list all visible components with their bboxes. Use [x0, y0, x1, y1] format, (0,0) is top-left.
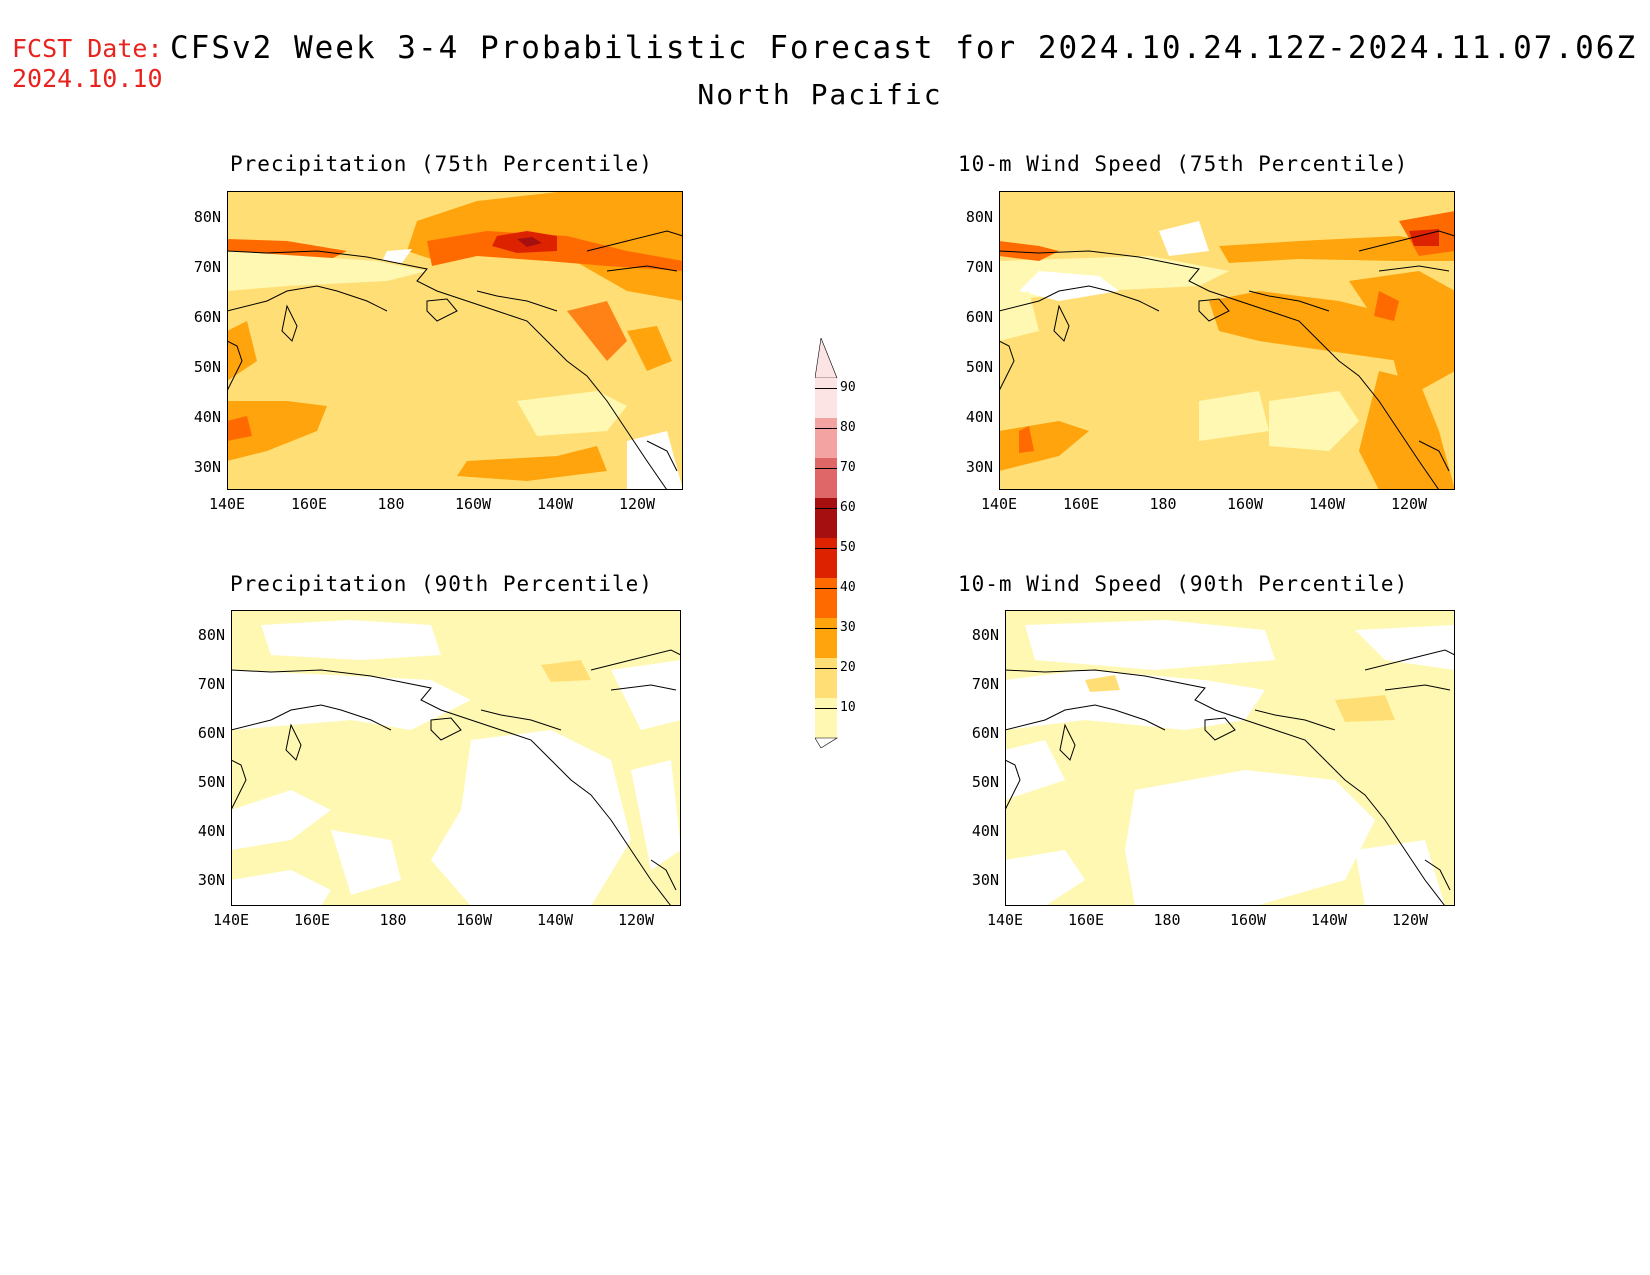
panel-title-wind-75: 10-m Wind Speed (75th Percentile): [958, 152, 1409, 176]
lon-tick-label: 120W: [618, 495, 656, 513]
lat-tick-label: 30N: [965, 458, 993, 476]
colorbar-swatch: [815, 618, 837, 658]
lat-tick-label: 50N: [193, 358, 221, 376]
lat-tick-label: 60N: [965, 308, 993, 326]
lon-tick-label: 140W: [1310, 911, 1348, 929]
lon-tick-label: 140W: [536, 911, 574, 929]
lon-tick-label: 160E: [293, 911, 331, 929]
colorbar-tick: [815, 628, 837, 629]
lon-tick-label: 140W: [1308, 495, 1346, 513]
colorbar-tick: [815, 708, 837, 709]
lat-tick-label: 40N: [197, 822, 225, 840]
lat-tick-label: 50N: [965, 358, 993, 376]
lat-tick-label: 40N: [965, 408, 993, 426]
lon-tick-label: 160E: [1062, 495, 1100, 513]
colorbar-level-label: 10: [840, 700, 856, 715]
lon-tick-label: 160E: [290, 495, 328, 513]
colorbar-swatch: [815, 378, 837, 418]
panel-title-wind-90: 10-m Wind Speed (90th Percentile): [958, 572, 1409, 596]
lat-tick-label: 50N: [971, 773, 999, 791]
lat-tick-label: 80N: [965, 208, 993, 226]
lon-tick-label: 140E: [986, 911, 1024, 929]
colorbar-level-label: 70: [840, 460, 856, 475]
panel-title-precip-75: Precipitation (75th Percentile): [230, 152, 653, 176]
page-title: CFSv2 Week 3-4 Probabilistic Forecast fo…: [170, 30, 1638, 66]
fcst-date-value: 2024.10.10: [12, 64, 163, 93]
colorbar-tick: [815, 548, 837, 549]
colorbar-level-label: 90: [840, 380, 856, 395]
lat-tick-label: 40N: [971, 822, 999, 840]
lat-tick-label: 70N: [197, 675, 225, 693]
colorbar-level-label: 20: [840, 660, 856, 675]
lon-tick-label: 140E: [980, 495, 1018, 513]
lon-tick-label: 120W: [617, 911, 655, 929]
colorbar-level-label: 50: [840, 540, 856, 555]
colorbar-tick: [815, 508, 837, 509]
colorbar-level-label: 80: [840, 420, 856, 435]
lon-tick-label: 160W: [454, 495, 492, 513]
lon-tick-label: 120W: [1391, 911, 1429, 929]
lon-tick-label: 140W: [536, 495, 574, 513]
lat-tick-label: 60N: [971, 724, 999, 742]
lon-tick-label: 160W: [1229, 911, 1267, 929]
lat-tick-label: 60N: [197, 724, 225, 742]
colorbar-swatch: [815, 498, 837, 538]
map-wind-75: [999, 191, 1455, 490]
lon-tick-label: 180: [1149, 495, 1177, 513]
colorbar-tick: [815, 428, 837, 429]
lon-tick-label: 180: [1153, 911, 1181, 929]
panel-title-precip-90: Precipitation (90th Percentile): [230, 572, 653, 596]
colorbar-top-cap: [815, 338, 838, 379]
lat-tick-label: 60N: [193, 308, 221, 326]
lon-tick-label: 120W: [1390, 495, 1428, 513]
colorbar-tick: [815, 388, 837, 389]
map-precip-90: [231, 610, 681, 906]
lat-tick-label: 80N: [197, 626, 225, 644]
lat-tick-label: 70N: [965, 258, 993, 276]
lon-tick-label: 160W: [1226, 495, 1264, 513]
lat-tick-label: 70N: [193, 258, 221, 276]
lat-tick-label: 80N: [193, 208, 221, 226]
colorbar-tick: [815, 668, 837, 669]
colorbar-tick: [815, 588, 837, 589]
lon-tick-label: 180: [377, 495, 405, 513]
lat-tick-label: 30N: [971, 871, 999, 889]
colorbar-swatch: [815, 698, 837, 738]
colorbar-swatch: [815, 658, 837, 698]
map-wind-90: [1005, 610, 1455, 906]
colorbar-tick: [815, 468, 837, 469]
lon-tick-label: 140E: [212, 911, 250, 929]
lat-tick-label: 80N: [971, 626, 999, 644]
map-precip-75: [227, 191, 683, 490]
colorbar-swatch: [815, 538, 837, 578]
fcst-date-block: FCST Date: 2024.10.10: [12, 34, 163, 94]
colorbar-level-label: 60: [840, 500, 856, 515]
lon-tick-label: 160W: [455, 911, 493, 929]
lat-tick-label: 50N: [197, 773, 225, 791]
colorbar-level-label: 40: [840, 580, 856, 595]
lat-tick-label: 30N: [197, 871, 225, 889]
colorbar-swatch: [815, 458, 837, 498]
lon-tick-label: 160E: [1067, 911, 1105, 929]
region-subtitle: North Pacific: [697, 78, 943, 111]
colorbar-swatch: [815, 418, 837, 458]
colorbar-bottom-cap: [815, 737, 839, 748]
lon-tick-label: 180: [379, 911, 407, 929]
lat-tick-label: 40N: [193, 408, 221, 426]
lon-tick-label: 140E: [208, 495, 246, 513]
lat-tick-label: 30N: [193, 458, 221, 476]
fcst-date-label: FCST Date:: [12, 34, 163, 63]
colorbar-level-label: 30: [840, 620, 856, 635]
lat-tick-label: 70N: [971, 675, 999, 693]
colorbar-swatch: [815, 578, 837, 618]
